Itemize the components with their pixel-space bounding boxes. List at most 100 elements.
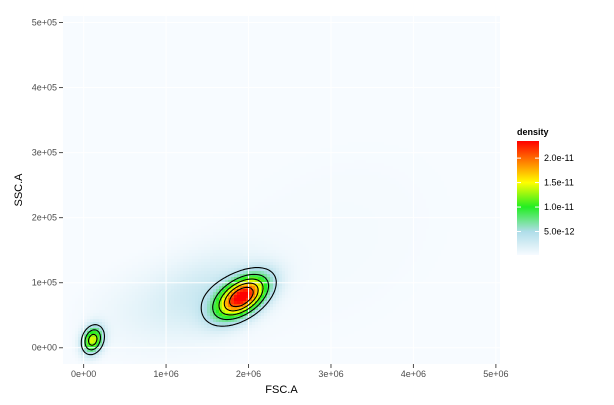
density-cell [390, 52, 394, 56]
density-cell [285, 16, 289, 20]
density-cell [357, 70, 361, 74]
density-cell [390, 112, 394, 116]
density-cell [444, 73, 448, 77]
density-cell [348, 85, 352, 89]
density-cell [168, 73, 172, 77]
density-cell [207, 58, 211, 62]
density-cell [435, 112, 439, 116]
density-cell [198, 88, 202, 92]
density-cell [120, 106, 124, 110]
density-cell [402, 52, 406, 56]
density-cell [279, 61, 283, 65]
density-cell [192, 16, 196, 20]
density-cell [288, 67, 292, 71]
density-cell [462, 16, 466, 20]
density-cell [69, 112, 73, 116]
density-cell [249, 85, 253, 89]
density-cell [225, 67, 229, 71]
density-cell [426, 67, 430, 71]
density-cell [285, 103, 289, 107]
density-cell [231, 109, 235, 113]
density-cell [105, 118, 109, 122]
density-cell [489, 112, 493, 116]
density-cell [240, 58, 244, 62]
density-cell [321, 67, 325, 71]
density-cell [249, 28, 253, 32]
density-cell [480, 49, 484, 53]
density-cell [420, 70, 424, 74]
density-cell [237, 46, 241, 50]
density-cell [273, 43, 277, 47]
density-cell [66, 94, 70, 98]
density-cell [141, 40, 145, 44]
density-cell [240, 64, 244, 68]
density-cell [312, 76, 316, 80]
density-cell [390, 88, 394, 92]
density-cell [438, 106, 442, 110]
density-cell [489, 31, 493, 35]
density-cell [171, 85, 175, 89]
density-cell [159, 64, 163, 68]
density-cell [342, 22, 346, 26]
density-cell [204, 25, 208, 29]
density-cell [327, 25, 331, 29]
density-cell [384, 106, 388, 110]
density-cell [333, 88, 337, 92]
density-cell [204, 31, 208, 35]
density-cell [477, 31, 481, 35]
density-cell [354, 70, 358, 74]
density-cell [276, 28, 280, 32]
density-cell [363, 109, 367, 113]
density-cell [135, 103, 139, 107]
density-cell [276, 43, 280, 47]
density-cell [357, 46, 361, 50]
density-cell [435, 52, 439, 56]
density-cell [72, 61, 76, 65]
density-cell [78, 34, 82, 38]
density-cell [225, 79, 229, 83]
density-cell [459, 70, 463, 74]
density-cell [189, 85, 193, 89]
density-cell [216, 67, 220, 71]
density-cell [423, 58, 427, 62]
density-cell [252, 58, 256, 62]
density-cell [192, 52, 196, 56]
density-cell [243, 112, 247, 116]
density-cell [240, 94, 244, 98]
density-cell [414, 43, 418, 47]
density-cell [165, 64, 169, 68]
density-cell [366, 52, 370, 56]
density-cell [165, 43, 169, 47]
density-cell [381, 100, 385, 104]
density-cell [66, 19, 70, 23]
density-cell [450, 82, 454, 86]
density-cell [387, 85, 391, 89]
density-cell [429, 85, 433, 89]
density-cell [348, 79, 352, 83]
density-cell [324, 22, 328, 26]
density-cell [444, 43, 448, 47]
density-cell [303, 52, 307, 56]
density-cell [459, 85, 463, 89]
density-cell [171, 88, 175, 92]
density-cell [78, 85, 82, 89]
density-cell [420, 22, 424, 26]
density-cell [345, 109, 349, 113]
density-cell [486, 103, 490, 107]
density-cell [261, 73, 265, 77]
density-cell [258, 52, 262, 56]
density-cell [93, 46, 97, 50]
density-cell [138, 112, 142, 116]
density-cell [90, 28, 94, 32]
density-cell [447, 58, 451, 62]
density-cell [222, 76, 226, 80]
density-cell [255, 85, 259, 89]
density-cell [234, 115, 238, 119]
density-cell [228, 52, 232, 56]
density-cell [420, 76, 424, 80]
density-cell [201, 37, 205, 41]
density-cell [468, 76, 472, 80]
density-cell [63, 112, 67, 116]
density-cell [342, 58, 346, 62]
density-cell [354, 73, 358, 77]
